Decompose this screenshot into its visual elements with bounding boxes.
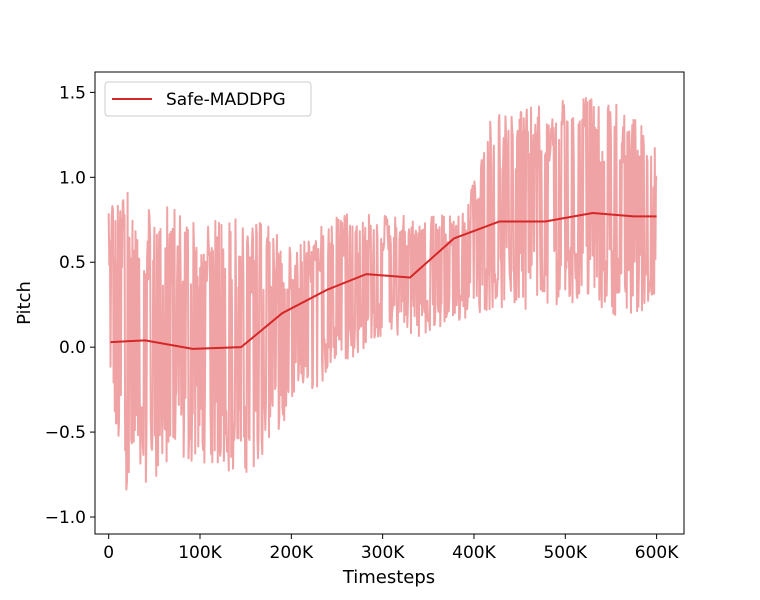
smoothed-series-layer: [110, 211, 657, 350]
raw-series-line: [107, 96, 658, 491]
x-tick-label: 100K: [178, 543, 222, 563]
y-tick-label: 1.5: [59, 83, 86, 103]
legend-label-safe-maddpg: Safe-MADDPG: [166, 90, 286, 110]
smoothed-series-line-safe-maddpg: [110, 211, 657, 350]
y-tick-label: 0.5: [59, 253, 86, 273]
x-tick-label: 500K: [543, 543, 587, 563]
y-tick-label: −1.0: [45, 508, 86, 528]
x-tick-label: 300K: [361, 543, 405, 563]
y-axis-ticks: −1.0 −0.5 0.0 0.5 1.0 1.5: [45, 83, 95, 528]
y-tick-label: −0.5: [45, 423, 86, 443]
y-tick-label: 1.0: [59, 168, 86, 188]
x-axis-ticks: 0 100K 200K 300K 400K 500K 600K: [103, 534, 679, 563]
x-tick-label: 200K: [270, 543, 314, 563]
legend: Safe-MADDPG: [104, 81, 312, 117]
legend-box: [104, 81, 312, 117]
x-tick-label: 0: [103, 543, 114, 563]
plot-frame: [94, 71, 685, 535]
raw-series-layer: [107, 96, 658, 491]
x-axis-label: Timesteps: [342, 567, 435, 588]
x-tick-label: 600K: [635, 543, 679, 563]
y-axis-label: Pitch: [14, 281, 35, 325]
y-tick-label: 0.0: [59, 338, 86, 358]
x-tick-label: 400K: [452, 543, 496, 563]
